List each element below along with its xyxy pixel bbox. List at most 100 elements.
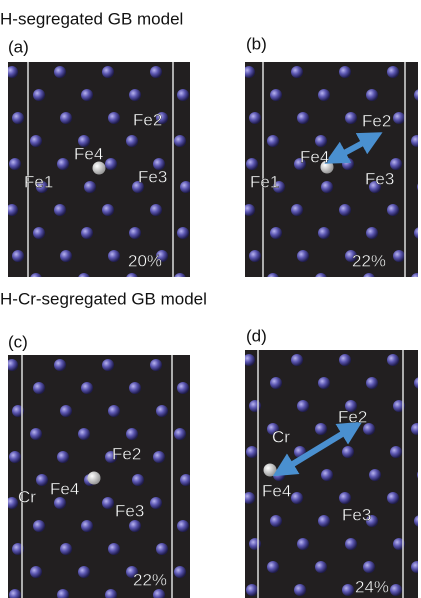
atom — [339, 66, 351, 78]
atom-label: Fe3 — [115, 501, 144, 520]
percentage: 24% — [355, 577, 389, 596]
atom — [318, 89, 330, 101]
atom — [321, 469, 333, 481]
atom — [54, 359, 66, 371]
atom — [339, 492, 351, 504]
atom — [369, 469, 381, 481]
atom — [297, 538, 309, 550]
atom — [54, 66, 66, 78]
atom — [177, 520, 189, 532]
atom — [36, 474, 48, 486]
atom — [81, 382, 93, 394]
atom — [6, 66, 18, 78]
atom — [363, 273, 375, 285]
atom-label: Fe4 — [300, 147, 329, 166]
percentage: 20% — [128, 251, 162, 270]
atom — [12, 112, 24, 124]
atom — [318, 227, 330, 239]
atom — [81, 520, 93, 532]
atom — [30, 428, 42, 440]
atom — [177, 89, 189, 101]
atom — [387, 354, 399, 366]
atom — [78, 566, 90, 578]
percentage: 22% — [352, 251, 386, 270]
atom — [387, 204, 399, 216]
atom — [84, 181, 96, 193]
atom — [270, 515, 282, 527]
atom — [78, 428, 90, 440]
atom — [246, 158, 258, 170]
atom — [390, 446, 402, 458]
atom — [156, 543, 168, 555]
atom — [270, 89, 282, 101]
atom — [60, 112, 72, 124]
atom — [102, 204, 114, 216]
hydrogen-atom — [264, 464, 277, 477]
atom — [315, 423, 327, 435]
atom — [78, 273, 90, 285]
atom — [390, 296, 402, 308]
atom — [249, 250, 261, 262]
atom-label: Fe2 — [338, 407, 367, 426]
atom — [315, 561, 327, 573]
atom — [81, 227, 93, 239]
atom — [6, 359, 18, 371]
atom — [243, 66, 255, 78]
atom — [108, 543, 120, 555]
atom — [33, 520, 45, 532]
atom — [267, 561, 279, 573]
atom — [270, 377, 282, 389]
atom — [105, 158, 117, 170]
atom — [129, 382, 141, 394]
atom — [150, 204, 162, 216]
atom — [54, 497, 66, 509]
atom-label: Fe1 — [24, 172, 53, 191]
atom — [60, 250, 72, 262]
atom — [345, 538, 357, 550]
atom — [174, 135, 186, 147]
atom-label: Fe3 — [138, 167, 167, 186]
atom — [318, 515, 330, 527]
atom-label: Fe2 — [133, 110, 162, 129]
atom — [57, 158, 69, 170]
atom — [9, 158, 21, 170]
atom-label: Fe4 — [74, 144, 103, 163]
atom — [363, 561, 375, 573]
atom — [30, 135, 42, 147]
atom — [270, 227, 282, 239]
atom — [126, 135, 138, 147]
panel: Fe2Fe4Fe1Fe322% — [243, 62, 421, 308]
atom — [249, 400, 261, 412]
atom — [366, 227, 378, 239]
atom — [6, 497, 18, 509]
atom — [366, 377, 378, 389]
panel-label: (d) — [246, 326, 267, 345]
atom-label: Fe4 — [50, 479, 79, 498]
atom — [30, 273, 42, 285]
hydrogen-atom — [88, 472, 101, 485]
atom — [150, 497, 162, 509]
atom — [267, 135, 279, 147]
atom — [54, 204, 66, 216]
atom-label: Fe2 — [362, 111, 391, 130]
atom — [33, 89, 45, 101]
atom — [174, 566, 186, 578]
atom — [156, 405, 168, 417]
atom — [150, 66, 162, 78]
atom-label: Fe2 — [112, 444, 141, 463]
atom-label: Cr — [272, 427, 290, 446]
atom-label: Fe3 — [365, 169, 394, 188]
panel: Fe2 Fe4 Fe1 Fe3 20% — [6, 62, 192, 308]
atom — [126, 273, 138, 285]
atom — [12, 250, 24, 262]
atom — [6, 204, 18, 216]
atom — [102, 66, 114, 78]
atom — [174, 428, 186, 440]
atom — [30, 566, 42, 578]
atom — [57, 451, 69, 463]
atom — [387, 492, 399, 504]
atom — [339, 354, 351, 366]
atom — [342, 446, 354, 458]
atom — [321, 181, 333, 193]
